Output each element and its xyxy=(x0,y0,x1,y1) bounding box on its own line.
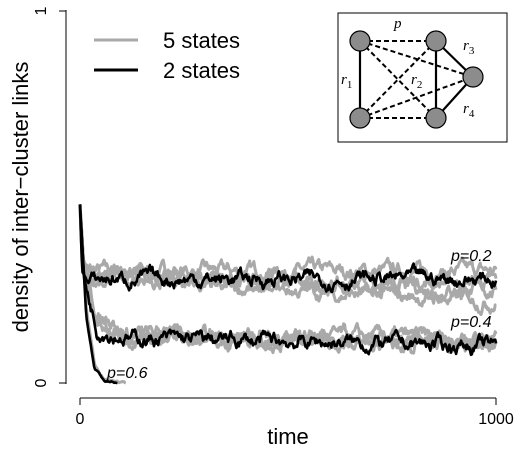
x-tick-label-1000: 1000 xyxy=(478,411,514,428)
inset-node xyxy=(349,30,371,52)
series-line-2-states-p0.2 xyxy=(78,204,498,294)
inset-link-dashed xyxy=(359,40,437,119)
annotation-p-0.6: p=0.6 xyxy=(106,365,148,382)
inset-nodes xyxy=(349,30,484,129)
inset-label-p: p xyxy=(393,16,402,32)
legend-label-5-states: 5 states xyxy=(163,28,240,53)
inset-dashed-links xyxy=(359,40,474,119)
x-axis-title: time xyxy=(267,424,309,449)
inset-label-r1: r1 xyxy=(341,72,352,91)
legend-label-2-states: 2 states xyxy=(163,58,240,83)
inset-label-r2: r2 xyxy=(411,72,422,91)
annotation-p-0.4: p=0.4 xyxy=(450,314,492,331)
inset-node xyxy=(462,66,484,88)
y-tick-label-0: 0 xyxy=(33,378,50,387)
inset-node xyxy=(425,30,447,52)
y-tick-label-1: 1 xyxy=(33,6,50,15)
annotation-p-0.2: p=0.2 xyxy=(450,248,492,265)
inset-label-r3: r3 xyxy=(463,38,475,57)
series-line-2-states-p0.6 xyxy=(78,204,118,385)
inset-node xyxy=(349,107,371,129)
inset-link-dashed xyxy=(359,76,474,119)
series-line-2-states-p0.4 xyxy=(78,204,498,357)
inset-link-dashed xyxy=(359,40,437,119)
x-tick-label-0: 0 xyxy=(76,411,85,428)
y-axis-title: density of inter−cluster links xyxy=(8,62,33,333)
inset-label-r4: r4 xyxy=(463,101,475,120)
legend: 5 states 2 states xyxy=(94,28,240,83)
series-line-5-states-p0.2 xyxy=(78,204,497,317)
series-layer xyxy=(78,204,498,385)
inset-node xyxy=(425,107,447,129)
inset-link-dashed xyxy=(359,40,474,78)
inset-diagram: p r1 r2 r3 r4 xyxy=(337,12,508,143)
